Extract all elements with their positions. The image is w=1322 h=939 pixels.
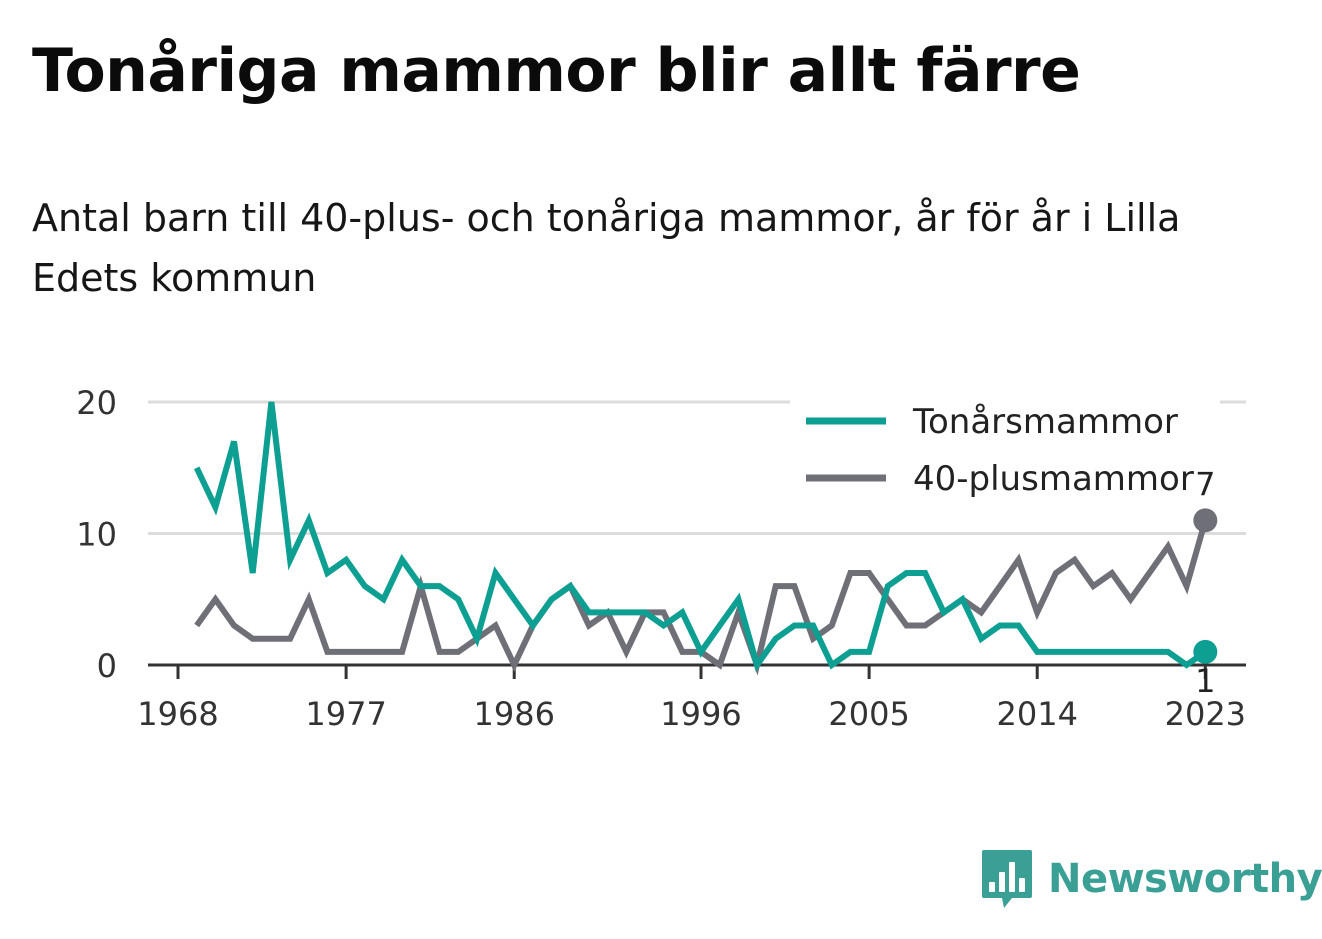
- x-tick-label: 1986: [473, 695, 554, 733]
- end-point-marker: [1193, 639, 1218, 664]
- x-tick-label: 1977: [305, 695, 386, 733]
- axes: 0 10 20 1968 1977 1986 1996 2005 2014 2023: [76, 384, 1246, 733]
- chart-title: Tonåriga mammor blir allt färre: [32, 36, 1081, 106]
- chart-subtitle: Antal barn till 40-plus- och tonåriga ma…: [32, 196, 1181, 300]
- x-tick-label: 2023: [1165, 695, 1246, 733]
- series-line-40-plusmammor: [194, 519, 1209, 676]
- y-tick-label: 0: [97, 647, 117, 685]
- series-lines: [193, 401, 1209, 676]
- legend-label: Tonårsmammor: [912, 402, 1178, 442]
- end-labels: 71: [1193, 465, 1218, 700]
- bar-chart-speech-bubble-icon: [982, 850, 1032, 908]
- brand-name: Newsworthy: [1048, 856, 1322, 902]
- end-point-marker: [1193, 508, 1218, 533]
- newsworthy-logo: Newsworthy: [980, 848, 1322, 910]
- x-tick-label: 1996: [660, 695, 741, 733]
- y-tick-label: 10: [76, 516, 117, 554]
- legend-label: 40-plusmammor: [913, 459, 1194, 499]
- x-tick-label: 2005: [828, 695, 909, 733]
- x-tick-label: 1968: [137, 695, 218, 733]
- legend: Tonårsmammor 40-plusmammor: [790, 390, 1220, 510]
- legend-background: [790, 390, 1220, 510]
- end-value-label: 7: [1195, 465, 1215, 503]
- y-tick-label: 20: [76, 384, 117, 422]
- series-line-tonårsmammor: [193, 401, 1208, 672]
- end-value-label: 1: [1195, 662, 1215, 700]
- x-tick-label: 2014: [996, 695, 1077, 733]
